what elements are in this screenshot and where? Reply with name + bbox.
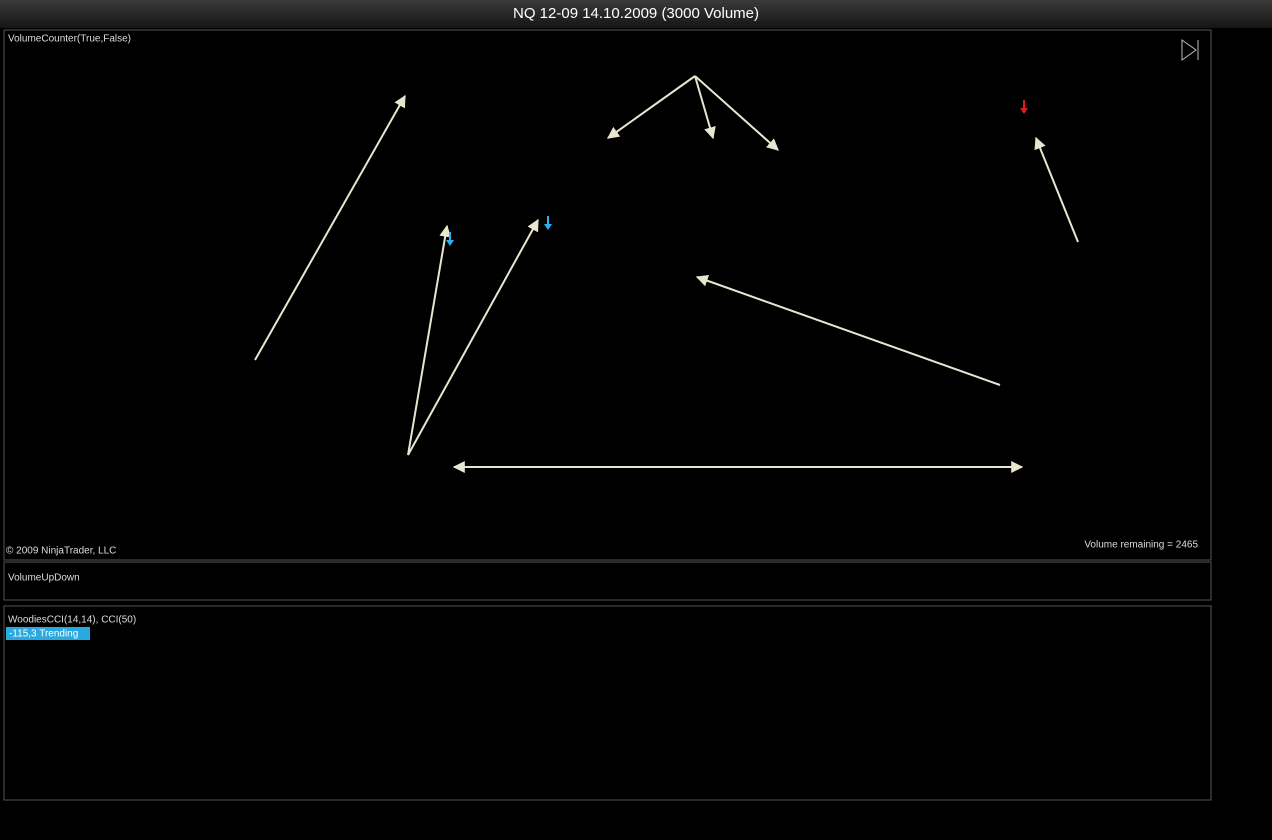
scroll-icon	[1181, 39, 1199, 61]
cci-status: -115,3 Trending	[9, 629, 78, 640]
arrow	[694, 75, 779, 151]
arrows	[254, 39, 1199, 473]
volume-panel	[3, 561, 1212, 601]
entry-arrow	[544, 216, 552, 230]
arrow	[254, 94, 406, 361]
title-bar	[0, 0, 1272, 28]
cci-panel-label: WoodiesCCI(14,14), CCI(50)	[8, 615, 136, 626]
chart-title: NQ 12-09 14.10.2009 (3000 Volume)	[513, 5, 759, 22]
arrow	[407, 218, 539, 456]
arrow	[694, 75, 716, 140]
arrow	[695, 274, 1001, 386]
arrow	[607, 75, 696, 139]
arrow	[407, 224, 452, 456]
volume-panel-label: VolumeUpDown	[8, 573, 80, 584]
entry-arrow	[446, 232, 454, 246]
exit-arrow	[1020, 100, 1028, 114]
arrow	[1034, 136, 1079, 243]
volume-remaining: Volume remaining = 2465	[1084, 540, 1198, 551]
price-panel	[3, 29, 1212, 561]
copyright: © 2009 NinjaTrader, LLC	[6, 546, 116, 557]
cci-panel	[3, 605, 1212, 801]
cci-status-box	[6, 627, 90, 640]
price-panel-label: VolumeCounter(True,False)	[8, 34, 131, 45]
